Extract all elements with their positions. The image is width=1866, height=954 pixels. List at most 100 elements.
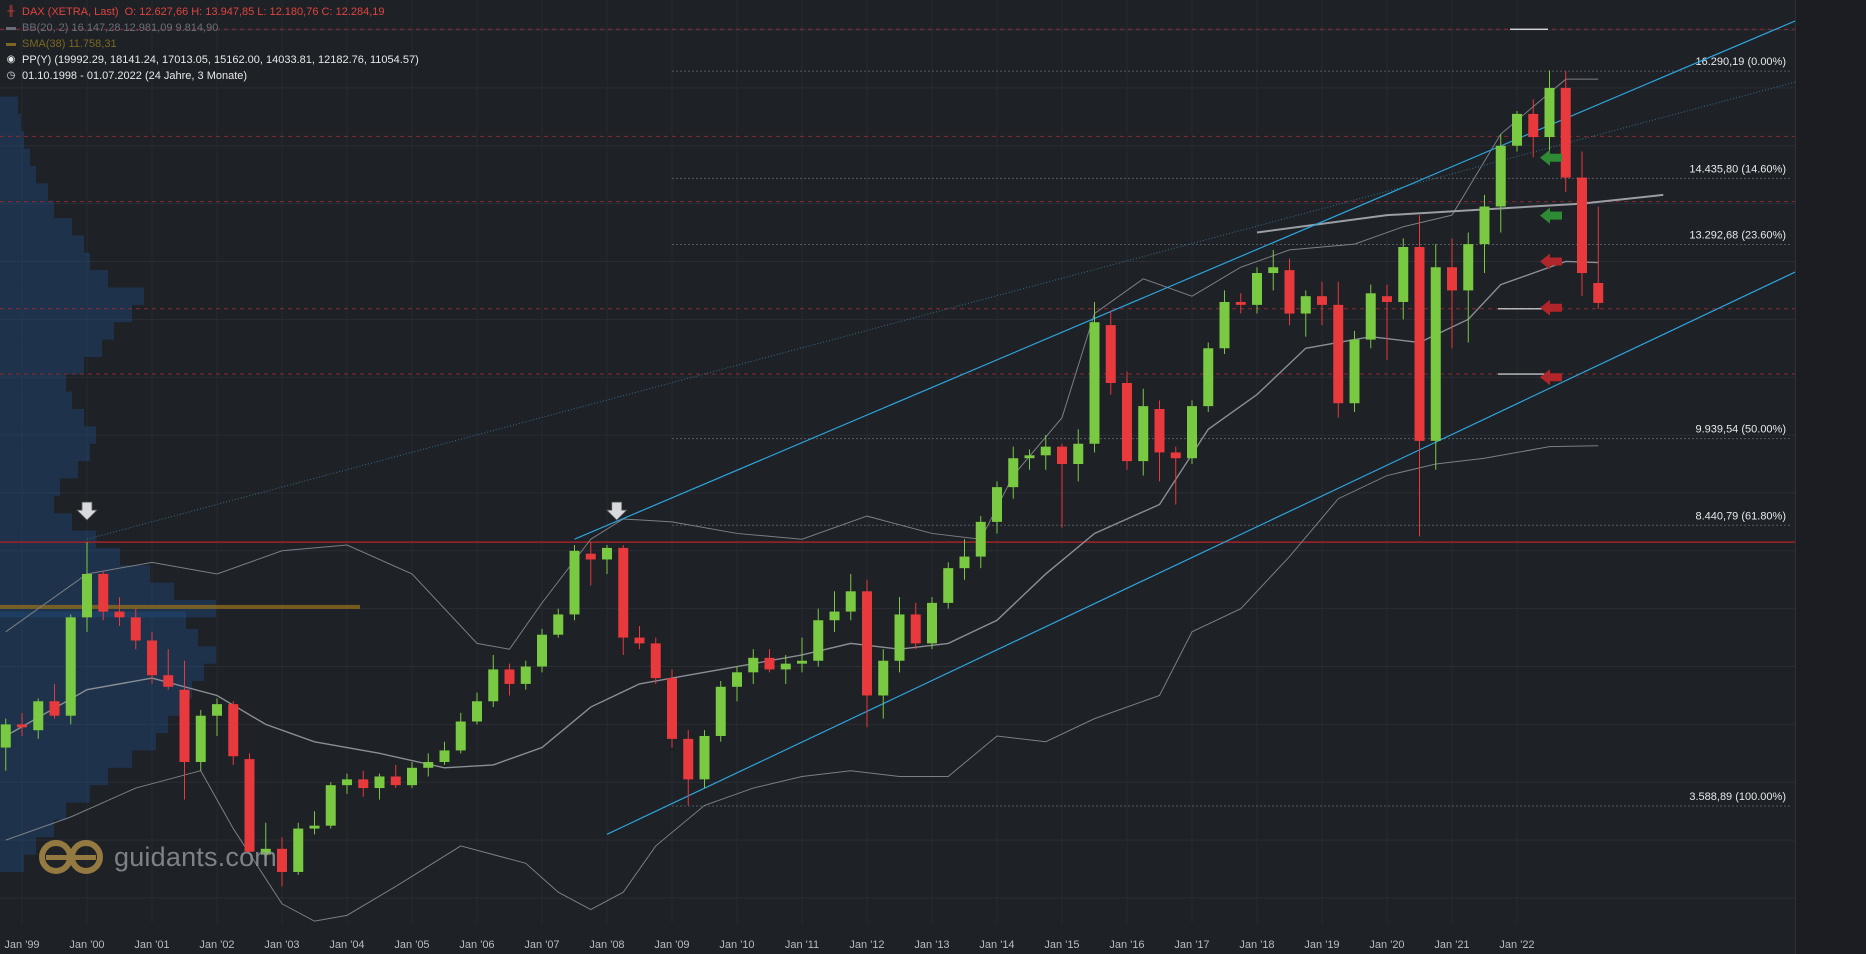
candle-body — [455, 721, 466, 751]
candle-body — [1138, 406, 1149, 462]
x-tick-label: Jan '06 — [459, 939, 494, 951]
volume-profile-bar — [0, 443, 90, 462]
candle-body — [309, 825, 320, 829]
candle-body — [82, 573, 92, 618]
candle-body — [732, 672, 742, 687]
legend-pp[interactable]: ◉ PP(Y) (19992.29, 18141.24, 17013.05, 1… — [6, 52, 419, 68]
candle-body — [342, 779, 352, 786]
x-tick-label: Jan '99 — [4, 939, 39, 951]
x-tick-label: Jan '18 — [1239, 939, 1274, 951]
volume-profile-bar — [0, 628, 198, 647]
candle-body — [1365, 293, 1376, 340]
x-tick-label: Jan '10 — [719, 939, 754, 951]
bollinger-lower — [5, 445, 1599, 922]
volume-profile-bar — [0, 113, 21, 132]
volume-profile-bar — [0, 565, 150, 583]
candle-body — [1235, 301, 1246, 305]
candle-body — [1252, 273, 1262, 305]
fib-label: 9.939,54 (50.00%) — [1695, 424, 1786, 436]
candle-body — [98, 573, 109, 612]
fib-label: 3.588,89 (100.00%) — [1689, 791, 1786, 803]
candle-body — [1284, 270, 1295, 314]
candle-body — [163, 675, 174, 687]
candle-body — [569, 550, 580, 615]
legend-bb-text: BB(20, 2) 16.147,28 12.981,09 9.814,90 — [22, 22, 219, 34]
volume-profile-bar — [0, 530, 96, 548]
volume-profile-bar — [0, 287, 144, 305]
candle-body — [1447, 267, 1457, 291]
candle-body — [1203, 348, 1214, 407]
candle-body — [1382, 296, 1392, 302]
volume-profile-bar — [0, 646, 216, 664]
candle-body — [1187, 406, 1197, 459]
candle-body — [1040, 446, 1051, 456]
candle-body — [49, 701, 60, 716]
candle-body — [504, 669, 515, 684]
pointer-arrow-icon — [1540, 253, 1562, 270]
volume-profile-bar — [0, 183, 48, 201]
candle-body — [992, 487, 1002, 522]
candle-body — [1057, 446, 1067, 464]
candle-body — [358, 779, 369, 789]
legend-sma[interactable]: ▬ SMA(38) 11.758,31 — [6, 36, 419, 52]
candle-body — [65, 617, 76, 716]
channel-lower — [606, 249, 1843, 835]
volume-profile-bar — [0, 374, 66, 392]
candle-body — [1430, 267, 1441, 441]
candle-body — [1398, 247, 1409, 302]
dotted-trendline — [86, 81, 1796, 540]
volume-profile-bar — [0, 148, 30, 166]
x-tick-label: Jan '16 — [1109, 939, 1144, 951]
candle-body — [813, 620, 824, 661]
poc-line — [0, 604, 360, 609]
fib-label: 16.290,19 (0.00%) — [1695, 56, 1786, 68]
chart-legend: ╫ DAX (XETRA, Last) O: 12.627,66 H: 13.9… — [6, 4, 419, 84]
volume-profile-bar — [0, 698, 180, 716]
x-tick-label: Jan '03 — [264, 939, 299, 951]
candle-body — [1300, 296, 1311, 314]
volume-profile-bar — [0, 837, 36, 855]
legend-instrument[interactable]: ╫ DAX (XETRA, Last) O: 12.627,66 H: 13.9… — [6, 4, 419, 20]
candle-body — [780, 663, 791, 670]
candle-body — [1479, 206, 1490, 245]
volume-profile-bar — [0, 218, 72, 236]
candle-body — [537, 634, 547, 667]
candle-body — [212, 704, 222, 716]
legend-range-text: 01.10.1998 - 01.07.2022 (24 Jahre, 3 Mon… — [22, 70, 248, 82]
volume-profile-bar — [0, 356, 84, 375]
candle-body — [423, 762, 434, 768]
candle-body — [325, 785, 336, 826]
legend-range[interactable]: ◷ 01.10.1998 - 01.07.2022 (24 Jahre, 3 M… — [6, 68, 419, 84]
volume-profile-bar — [0, 165, 36, 184]
volume-profile-bar — [0, 304, 132, 323]
candle-body — [1349, 339, 1360, 404]
bollinger-upper — [5, 78, 1599, 650]
candle-body — [17, 724, 27, 728]
candle-body — [277, 848, 287, 872]
candle-body — [975, 521, 986, 557]
volume-profile-bar — [0, 270, 108, 288]
candle-body — [0, 724, 11, 748]
volume-profile-bar — [0, 802, 66, 820]
x-tick-label: Jan '12 — [849, 939, 884, 951]
candle-body — [195, 715, 206, 763]
candle-body — [878, 660, 889, 696]
candle-body — [1414, 247, 1425, 441]
candle-body — [715, 686, 726, 736]
volume-profile-bar — [0, 339, 102, 357]
plot-layer: 16.290,19 (0.00%) 14.435,80 (14.60%) 13.29… — [0, 0, 1843, 924]
down-arrow-icon — [76, 501, 98, 521]
pointer-arrow-icon — [1540, 149, 1562, 166]
volume-profile-bar — [0, 131, 24, 149]
candle-body — [943, 568, 954, 603]
x-tick-label: Jan '20 — [1369, 939, 1404, 951]
candle-body — [1105, 325, 1116, 383]
candle-body — [585, 553, 596, 560]
clock-icon: ◷ — [6, 70, 16, 81]
x-tick-label: Jan '05 — [394, 939, 429, 951]
volume-profile-bar — [0, 767, 108, 786]
candle-body — [797, 660, 807, 664]
candle-body — [439, 750, 450, 763]
legend-bb[interactable]: ▬ BB(20, 2) 16.147,28 12.981,09 9.814,90 — [6, 20, 419, 36]
